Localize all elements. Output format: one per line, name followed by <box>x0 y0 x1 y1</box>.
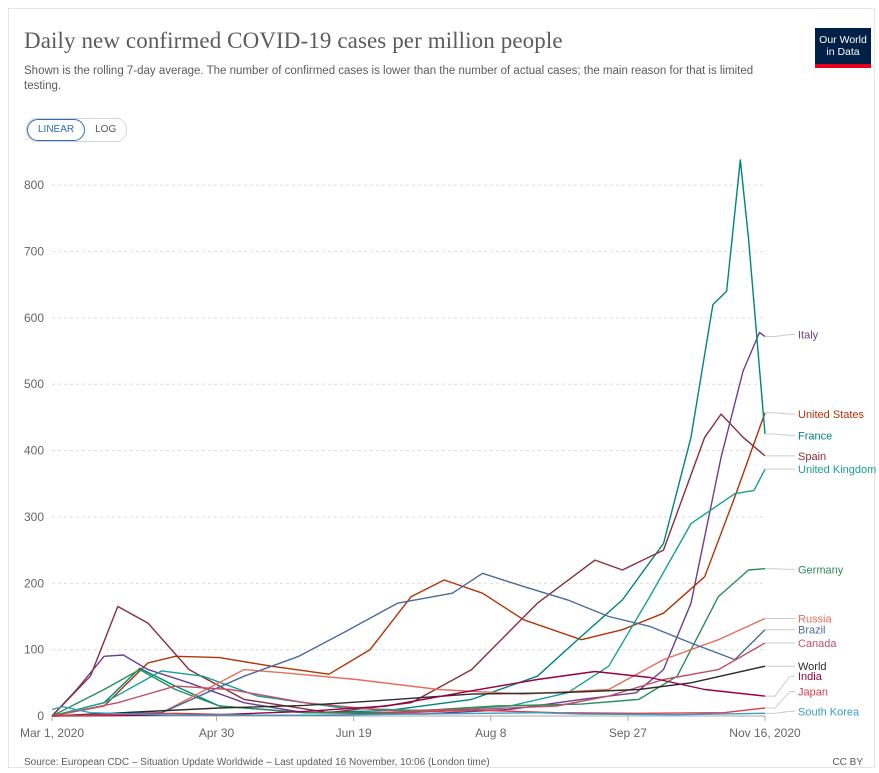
x-tick-label: Aug 8 <box>475 726 507 740</box>
chart-frame <box>8 8 875 768</box>
label-connector <box>765 675 795 697</box>
label-connector <box>765 412 795 415</box>
label-connector <box>765 433 795 436</box>
series-label: United States <box>798 409 865 421</box>
linear-scale-button[interactable]: LINEAR <box>27 119 86 141</box>
series-line-russia <box>51 617 766 717</box>
logo-line-1: Our World <box>819 34 867 46</box>
label-connector <box>765 710 795 714</box>
owid-logo[interactable]: Our World in Data <box>815 28 871 68</box>
y-tick-label: 700 <box>24 245 44 259</box>
label-connector <box>765 568 795 570</box>
y-tick-label: 0 <box>37 709 44 723</box>
series-line-india <box>51 670 766 717</box>
logo-line-2: in Data <box>826 46 860 58</box>
series-line-south-korea <box>51 706 766 716</box>
series-line-world <box>51 665 766 717</box>
x-tick-label: Nov 16, 2020 <box>729 726 801 740</box>
series-label: United Kingdom <box>798 464 876 476</box>
series-line-france <box>51 159 766 717</box>
y-tick-label: 400 <box>24 444 44 458</box>
series-label: World <box>798 661 827 673</box>
series-label: Italy <box>798 329 819 341</box>
x-tick-label: Mar 1, 2020 <box>20 726 84 740</box>
x-tick-label: Jun 19 <box>336 726 372 740</box>
log-scale-button[interactable]: LOG <box>85 119 127 141</box>
series-label: Brazil <box>798 625 826 637</box>
y-tick-label: 500 <box>24 377 44 391</box>
y-tick-label: 200 <box>24 576 44 590</box>
source-note: Source: European CDC – Situation Update … <box>24 757 490 768</box>
series-label: Canada <box>798 638 837 650</box>
license-link[interactable]: CC BY <box>832 757 863 768</box>
series-line-japan <box>51 707 766 717</box>
y-tick-label: 300 <box>24 510 44 524</box>
series-line-germany <box>51 568 766 717</box>
y-tick-label: 100 <box>24 643 44 657</box>
series-line-spain <box>51 413 766 717</box>
series-line-canada <box>51 642 766 717</box>
series-label: Spain <box>798 451 826 463</box>
y-tick-label: 800 <box>24 178 44 192</box>
x-tick-label: Apr 30 <box>199 726 235 740</box>
x-tick-label: Sep 27 <box>609 726 647 740</box>
chart-title: Daily new confirmed COVID-19 cases per m… <box>24 28 563 53</box>
label-connector <box>765 333 795 337</box>
series-label: South Korea <box>798 706 860 718</box>
series-line-united-states <box>51 412 766 717</box>
series-label: Russia <box>798 613 833 625</box>
series-label: Germany <box>798 564 844 576</box>
series-label: India <box>798 671 823 683</box>
label-connector <box>765 690 795 709</box>
chart-subtitle: Shown is the rolling 7-day average. The … <box>24 65 754 92</box>
series-line-brazil <box>51 572 766 717</box>
scale-toggle: LINEAR LOG <box>26 118 128 142</box>
y-tick-label: 600 <box>24 311 44 325</box>
series-line-italy <box>51 331 766 717</box>
series-label: France <box>798 430 832 442</box>
series-label: Japan <box>798 686 828 698</box>
